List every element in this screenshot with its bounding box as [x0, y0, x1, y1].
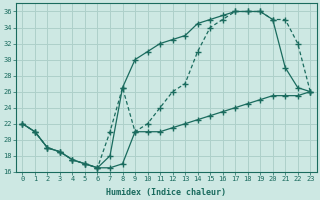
- X-axis label: Humidex (Indice chaleur): Humidex (Indice chaleur): [106, 188, 226, 197]
